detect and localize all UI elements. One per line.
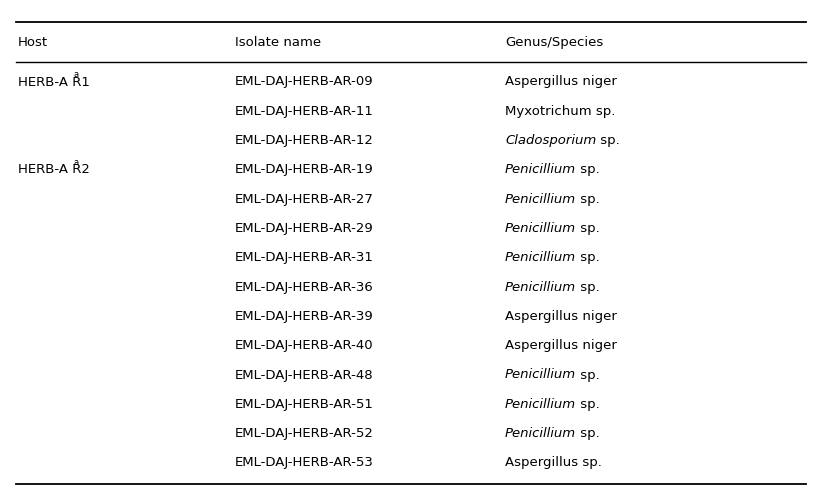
Text: EML-DAJ-HERB-AR-39: EML-DAJ-HERB-AR-39 (235, 310, 374, 323)
Text: Penicillium: Penicillium (505, 281, 576, 293)
Text: sp.: sp. (576, 164, 600, 176)
Text: Penicillium: Penicillium (505, 222, 576, 235)
Text: EML-DAJ-HERB-AR-19: EML-DAJ-HERB-AR-19 (235, 164, 374, 176)
Text: EML-DAJ-HERB-AR-40: EML-DAJ-HERB-AR-40 (235, 339, 374, 352)
Text: sp.: sp. (576, 369, 600, 381)
Text: EML-DAJ-HERB-AR-53: EML-DAJ-HERB-AR-53 (235, 456, 374, 469)
Text: HERB-A R2: HERB-A R2 (18, 164, 90, 176)
Text: Penicillium: Penicillium (505, 369, 576, 381)
Text: Aspergillus niger: Aspergillus niger (505, 339, 616, 352)
Text: sp.: sp. (576, 427, 600, 440)
Text: Genus/Species: Genus/Species (505, 36, 603, 48)
Text: sp.: sp. (576, 222, 600, 235)
Text: EML-DAJ-HERB-AR-11: EML-DAJ-HERB-AR-11 (235, 105, 374, 118)
Text: Penicillium: Penicillium (505, 427, 576, 440)
Text: Host: Host (18, 36, 48, 48)
Text: EML-DAJ-HERB-AR-27: EML-DAJ-HERB-AR-27 (235, 193, 374, 206)
Text: a: a (74, 71, 79, 80)
Text: Cladosporium: Cladosporium (505, 134, 596, 147)
Text: EML-DAJ-HERB-AR-52: EML-DAJ-HERB-AR-52 (235, 427, 374, 440)
Text: sp.: sp. (576, 398, 600, 411)
Text: Penicillium: Penicillium (505, 164, 576, 176)
Text: a: a (74, 159, 79, 167)
Text: Myxotrichum sp.: Myxotrichum sp. (505, 105, 616, 118)
Text: Aspergillus niger: Aspergillus niger (505, 76, 616, 88)
Text: Aspergillus sp.: Aspergillus sp. (505, 456, 602, 469)
Text: HERB-A R1: HERB-A R1 (18, 76, 90, 88)
Text: Isolate name: Isolate name (235, 36, 321, 48)
Text: EML-DAJ-HERB-AR-51: EML-DAJ-HERB-AR-51 (235, 398, 374, 411)
Text: Penicillium: Penicillium (505, 193, 576, 206)
Text: EML-DAJ-HERB-AR-36: EML-DAJ-HERB-AR-36 (235, 281, 374, 293)
Text: sp.: sp. (596, 134, 620, 147)
Text: EML-DAJ-HERB-AR-48: EML-DAJ-HERB-AR-48 (235, 369, 374, 381)
Text: sp.: sp. (576, 251, 600, 264)
Text: EML-DAJ-HERB-AR-29: EML-DAJ-HERB-AR-29 (235, 222, 374, 235)
Text: Penicillium: Penicillium (505, 398, 576, 411)
Text: EML-DAJ-HERB-AR-31: EML-DAJ-HERB-AR-31 (235, 251, 374, 264)
Text: sp.: sp. (576, 193, 600, 206)
Text: Aspergillus niger: Aspergillus niger (505, 310, 616, 323)
Text: EML-DAJ-HERB-AR-12: EML-DAJ-HERB-AR-12 (235, 134, 374, 147)
Text: Penicillium: Penicillium (505, 251, 576, 264)
Text: sp.: sp. (576, 281, 600, 293)
Text: EML-DAJ-HERB-AR-09: EML-DAJ-HERB-AR-09 (235, 76, 374, 88)
